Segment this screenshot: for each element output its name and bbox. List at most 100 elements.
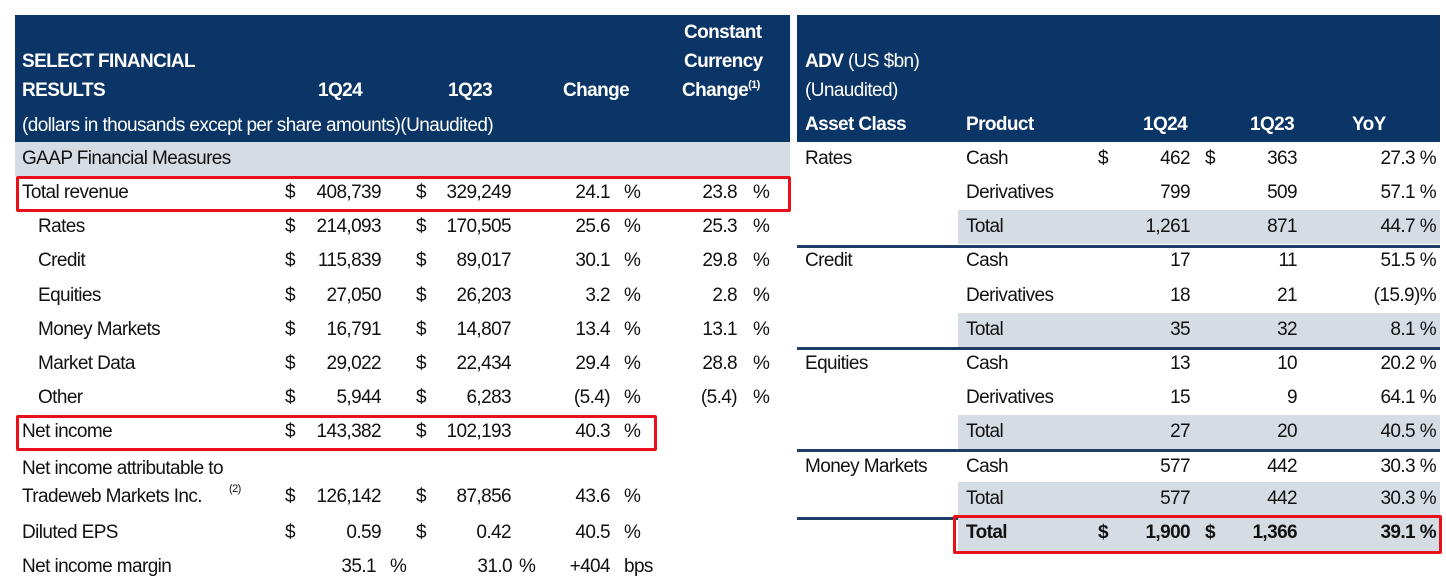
row-label: Market Data [38, 353, 135, 374]
currency-symbol: $ [285, 319, 296, 340]
currency-symbol: $ [1205, 522, 1216, 543]
adv-1q24: 17 [1170, 250, 1191, 271]
cc-change-unit: % [753, 216, 770, 237]
adv-yoy: 8.1 % [1390, 319, 1436, 340]
subtotal-band [958, 415, 1440, 449]
currency-symbol: $ [1205, 148, 1216, 169]
currency-symbol: $ [285, 387, 296, 408]
left-title-line1: SELECT FINANCIAL [22, 51, 196, 72]
adv-yoy: 57.1 % [1380, 182, 1436, 203]
cc-change-unit: % [753, 285, 770, 306]
row-label: Net income margin [22, 556, 172, 577]
adv-1q23: 10 [1277, 353, 1298, 374]
currency-symbol: $ [285, 216, 296, 237]
adv-yoy: 44.7 % [1380, 216, 1436, 237]
value-1q24: 5,944 [336, 387, 381, 408]
currency-symbol: $ [416, 522, 427, 543]
change-unit: bps [624, 556, 653, 577]
value-1q24: 408,739 [316, 182, 382, 203]
col-header-cc-line3: Change(1) [682, 79, 760, 103]
cc-change-value: 29.8 [702, 250, 737, 271]
asset-class-label: Equities [805, 353, 868, 374]
adv-1q24: 35 [1170, 319, 1191, 340]
currency-symbol: $ [416, 319, 427, 340]
asset-class-label: Credit [805, 250, 853, 271]
value-1q24: 143,382 [316, 421, 382, 442]
row-label: Equities [38, 285, 101, 306]
group-divider [797, 347, 1440, 350]
adv-1q23: 20 [1277, 421, 1298, 442]
currency-symbol: $ [285, 250, 296, 271]
currency-symbol: $ [1098, 148, 1109, 169]
row-label: Money Markets [38, 319, 161, 340]
value-1q24: 115,839 [317, 250, 382, 271]
change-value: 3.2 [585, 285, 610, 306]
change-value: 40.5 [575, 522, 610, 543]
unit: % [519, 556, 536, 577]
adv-1q24: 799 [1160, 182, 1191, 203]
left-subtitle: (dollars in thousands except per share a… [22, 115, 494, 136]
row-label: Net income [22, 421, 113, 442]
change-value: 29.4 [575, 353, 610, 374]
change-unit: % [624, 486, 641, 507]
product-label: Total [966, 488, 1004, 509]
currency-symbol: $ [416, 285, 427, 306]
highlight-box-total-revenue [16, 176, 791, 212]
change-value: 24.1 [575, 182, 610, 203]
currency-symbol: $ [285, 353, 296, 374]
change-unit: % [624, 421, 641, 442]
adv-label: ADV [805, 51, 844, 72]
row-label: Rates [38, 216, 85, 237]
value-1q23: 0.42 [476, 522, 511, 543]
cc-change-unit: % [753, 250, 770, 271]
unit: % [390, 556, 407, 577]
adv-1q24: 15 [1170, 387, 1191, 408]
row-label: Diluted EPS [22, 522, 118, 543]
highlight-box-grand-total [953, 515, 1442, 554]
subtotal-band [958, 313, 1440, 347]
value-1q23: 26,203 [456, 285, 511, 306]
adv-1q24: 1,261 [1145, 216, 1190, 237]
change-unit: % [624, 319, 641, 340]
value-1q24: 214,093 [316, 216, 382, 237]
col-header-asset-class: Asset Class [805, 114, 907, 135]
group-divider [797, 245, 1440, 248]
row-label: Credit [38, 250, 86, 271]
currency-symbol: $ [285, 486, 296, 507]
change-unit: % [624, 216, 641, 237]
value-1q24: 16,791 [326, 319, 381, 340]
adv-yoy: 64.1 % [1380, 387, 1436, 408]
currency-symbol: $ [285, 285, 296, 306]
row-label: Net income attributable to [22, 458, 224, 479]
currency-symbol: $ [285, 522, 296, 543]
cc-change-unit: % [753, 182, 770, 203]
left-title-line2: RESULTS [22, 80, 106, 101]
value-1q24: 126,142 [316, 486, 382, 507]
change-unit: % [624, 182, 641, 203]
group-divider [797, 449, 1440, 452]
adv-1q23: 363 [1267, 148, 1298, 169]
adv-1q24: 577 [1160, 488, 1191, 509]
col-header-adv-1q24: 1Q24 [1143, 114, 1188, 135]
adv-1q23: 32 [1277, 319, 1298, 340]
change-value: 43.6 [575, 486, 610, 507]
cc-change-value: 28.8 [702, 353, 737, 374]
value-1q23: 87,856 [456, 486, 511, 507]
value-1q23: 6,283 [466, 387, 511, 408]
cc-change-value: (5.4) [700, 387, 738, 408]
currency-symbol: $ [285, 421, 296, 442]
change-unit: % [624, 387, 641, 408]
product-label: Cash [966, 250, 1009, 271]
product-label: Total [966, 421, 1004, 442]
adv-1q23: 509 [1267, 182, 1298, 203]
col-header-yoy: YoY [1352, 114, 1386, 135]
adv-1q23: 9 [1287, 387, 1298, 408]
change-unit: % [624, 250, 641, 271]
cc-change-value: 23.8 [702, 182, 737, 203]
cc-change-value: 25.3 [702, 216, 737, 237]
change-unit: % [624, 522, 641, 543]
product-label: Derivatives [966, 285, 1054, 306]
gaap-section-band [15, 142, 790, 176]
footnote-1: (1) [748, 79, 760, 91]
col-header-change: Change [563, 80, 630, 101]
